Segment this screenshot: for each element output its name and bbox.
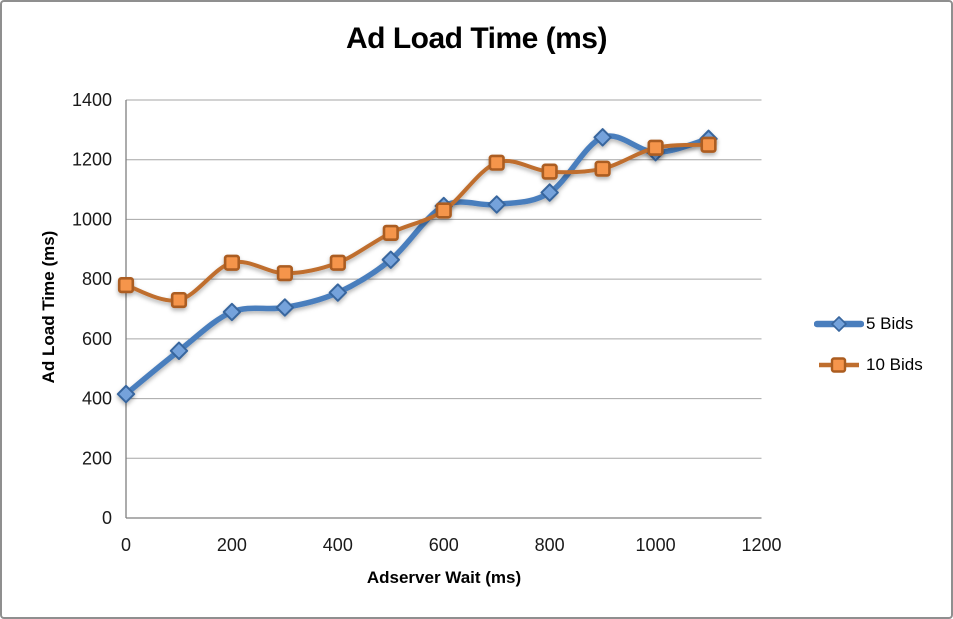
data-point-marker [222, 302, 242, 322]
data-point-marker [593, 128, 612, 147]
x-tick-label: 1000 [636, 535, 676, 555]
y-tick-label: 600 [82, 329, 112, 349]
chart-title: Ad Load Time (ms) [346, 22, 607, 55]
legend-marker-10-bids-icon [819, 357, 859, 373]
x-tick-label: 800 [535, 535, 565, 555]
gridlines [126, 99, 762, 519]
x-tick-label: 0 [121, 535, 131, 555]
data-point-marker [275, 298, 295, 317]
x-tick-label: 600 [429, 535, 459, 555]
data-point-marker [487, 195, 506, 214]
data-point-marker [329, 254, 346, 271]
y-tick-label: 1400 [72, 90, 112, 110]
data-point-marker [170, 291, 188, 309]
y-tick-label: 200 [82, 448, 112, 468]
legend-item-10-bids: 10 Bids [814, 355, 923, 375]
tick-labels: 0 200 400 600 800 1000 1200 1400 0 200 400 600 800 10… [72, 90, 782, 555]
series-5-bids [116, 128, 718, 404]
data-point-marker [700, 136, 717, 153]
data-point-marker [647, 139, 664, 156]
data-point-marker [540, 183, 559, 202]
data-point-marker [435, 202, 452, 219]
data-point-marker [541, 163, 558, 180]
legend-label-10-bids: 10 Bids [866, 355, 923, 374]
data-point-marker [382, 224, 399, 241]
data-point-marker [381, 250, 400, 269]
data-point-marker [328, 283, 348, 302]
legend-marker-5-bids-icon [814, 316, 864, 332]
y-axis-title: Ad Load Time (ms) [39, 230, 58, 384]
y-tick-label: 400 [82, 389, 112, 409]
data-point-marker [276, 265, 293, 282]
data-point-marker [223, 254, 241, 271]
x-tick-label: 200 [217, 535, 247, 555]
y-tick-label: 1000 [72, 209, 112, 229]
y-tick-label: 0 [102, 508, 112, 528]
legend: 5 Bids 10 Bids [814, 314, 923, 375]
x-axis-title: Adserver Wait (ms) [366, 568, 522, 587]
data-point-marker [117, 277, 135, 294]
data-point-marker [116, 384, 136, 404]
y-tick-label: 800 [82, 269, 112, 289]
legend-item-5-bids: 5 Bids [814, 314, 923, 334]
series-line [123, 133, 712, 397]
y-tick-label: 1200 [72, 150, 112, 170]
x-tick-label: 400 [323, 535, 353, 555]
data-point-marker [594, 160, 611, 177]
x-tick-label: 1200 [741, 535, 781, 555]
data-point-marker [488, 154, 505, 171]
axes [125, 100, 762, 519]
series-line [124, 142, 711, 303]
series-10-bids [117, 136, 717, 309]
legend-label-5-bids: 5 Bids [866, 314, 914, 333]
data-point-marker [169, 341, 189, 360]
